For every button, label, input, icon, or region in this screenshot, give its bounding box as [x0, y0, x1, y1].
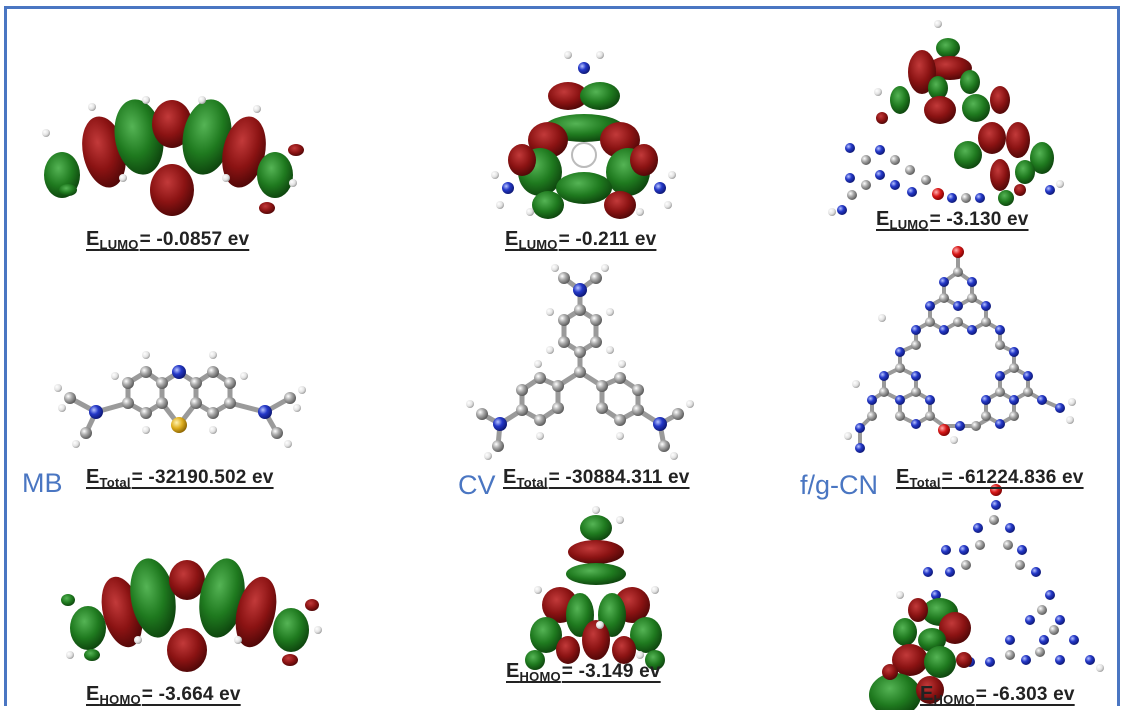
fgcn-lumo-orbital — [828, 20, 1064, 216]
fgcn-lumo-symbol: E — [876, 208, 890, 230]
mb-total-sub: Total — [99, 475, 131, 490]
cv-lumo-energy: ELUMO= -0.211 ev — [505, 228, 656, 252]
mb-lumo-orbital — [42, 96, 304, 216]
mb-total-value: = -32190.502 ev — [131, 467, 274, 488]
fgcn-homo-energy: EHOMO= -6.303 ev — [920, 683, 1075, 707]
cv-homo-sub: HOMO — [519, 669, 561, 684]
fgcn-homo-orbital — [869, 484, 1104, 710]
fgcn-lumo-energy: ELUMO= -3.130 ev — [876, 208, 1029, 232]
mb-homo-value: = -3.664 ev — [141, 684, 241, 705]
cv-label: CV — [458, 470, 496, 500]
cv-lumo-symbol: E — [505, 228, 519, 250]
mb-homo-energy: EHOMO= -3.664 ev — [86, 683, 241, 707]
cv-lumo-sub: LUMO — [518, 237, 558, 252]
fgcn-lumo-value: = -3.130 ev — [929, 209, 1029, 230]
mb-atoms — [54, 351, 306, 448]
cv-homo-value: = -3.149 ev — [561, 661, 661, 682]
fgcn-total-value: = -61224.836 ev — [941, 467, 1084, 488]
cv-structure — [479, 275, 681, 449]
fgcn-total-energy: ETotal= -61224.836 ev — [896, 466, 1084, 490]
mb-total-symbol: E — [86, 466, 100, 488]
mb-homo-symbol: E — [86, 683, 100, 705]
fgcn-homo-value: = -6.303 ev — [975, 684, 1075, 705]
fgcn-atoms — [844, 246, 1076, 453]
cv-atoms — [466, 264, 694, 460]
fgcn-structure — [858, 256, 1062, 450]
cv-total-energy: ETotal= -30884.311 ev — [503, 466, 690, 490]
mb-lumo-sub: LUMO — [99, 237, 139, 252]
mb-lumo-value: = -0.0857 ev — [139, 229, 250, 250]
fgcn-homo-sub: HOMO — [933, 692, 975, 707]
mb-lumo-energy: ELUMO= -0.0857 ev — [86, 228, 249, 252]
cv-homo-orbital — [525, 506, 665, 670]
cv-total-value: = -30884.311 ev — [548, 467, 690, 488]
fgcn-total-sub: Total — [909, 475, 941, 490]
cv-total-symbol: E — [503, 466, 517, 488]
cv-total-sub: Total — [516, 475, 548, 490]
fgcn-homo-symbol: E — [920, 683, 934, 705]
mb-label: MB — [22, 468, 63, 498]
cv-homo-symbol: E — [506, 660, 520, 682]
mb-homo-sub: HOMO — [99, 692, 141, 707]
mb-lumo-symbol: E — [86, 228, 100, 250]
mb-homo-orbital — [61, 558, 322, 672]
fgcn-lumo-sub: LUMO — [889, 217, 929, 232]
mb-total-energy: ETotal= -32190.502 ev — [86, 466, 274, 490]
fgcn-total-symbol: E — [896, 466, 910, 488]
cv-homo-energy: EHOMO= -3.149 ev — [506, 660, 661, 684]
cv-lumo-value: = -0.211 ev — [558, 229, 657, 250]
cv-lumo-orbital — [491, 51, 676, 219]
fgcn-label: f/g-CN — [800, 470, 879, 500]
